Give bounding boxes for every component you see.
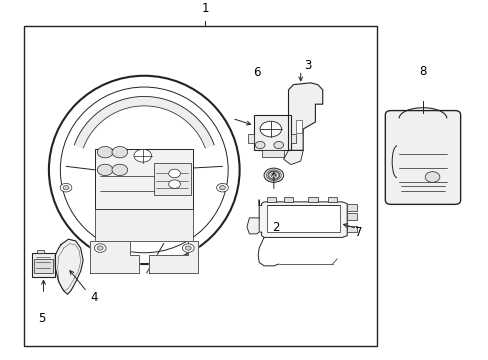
Text: 1: 1	[201, 3, 209, 15]
Circle shape	[264, 168, 283, 183]
Bar	[266, 206, 339, 232]
Circle shape	[63, 185, 69, 190]
Circle shape	[267, 171, 279, 180]
Bar	[34, 259, 53, 273]
Polygon shape	[283, 150, 303, 165]
Bar	[95, 149, 193, 209]
Bar	[24, 26, 376, 346]
Text: 7: 7	[354, 226, 361, 239]
Circle shape	[112, 164, 127, 176]
Text: 5: 5	[38, 312, 45, 325]
FancyBboxPatch shape	[32, 253, 55, 276]
Bar	[346, 226, 356, 232]
Circle shape	[425, 172, 439, 183]
Circle shape	[112, 147, 127, 158]
Circle shape	[97, 164, 113, 176]
Ellipse shape	[49, 76, 239, 264]
Polygon shape	[90, 241, 139, 273]
Bar	[295, 120, 301, 132]
Circle shape	[255, 141, 264, 149]
Circle shape	[216, 183, 228, 192]
Text: 4: 4	[90, 291, 98, 304]
Bar	[283, 197, 293, 202]
Bar	[346, 204, 356, 211]
Bar	[327, 197, 337, 202]
Circle shape	[94, 244, 106, 252]
Polygon shape	[288, 83, 322, 150]
Bar	[290, 134, 295, 143]
Circle shape	[60, 183, 72, 192]
Polygon shape	[149, 241, 198, 273]
Circle shape	[168, 169, 180, 178]
FancyBboxPatch shape	[385, 111, 460, 204]
Ellipse shape	[60, 87, 228, 253]
Polygon shape	[74, 96, 214, 148]
Circle shape	[97, 246, 103, 250]
Circle shape	[182, 244, 194, 252]
Text: 8: 8	[418, 64, 426, 77]
Polygon shape	[246, 218, 259, 234]
Bar	[266, 197, 276, 202]
Bar	[261, 150, 283, 157]
Bar	[154, 163, 190, 195]
Circle shape	[97, 147, 113, 158]
Bar	[346, 213, 356, 220]
Circle shape	[168, 180, 180, 188]
Circle shape	[273, 141, 283, 149]
Bar	[95, 209, 193, 241]
Circle shape	[134, 149, 151, 162]
Circle shape	[185, 246, 191, 250]
Polygon shape	[259, 200, 346, 237]
Text: 2: 2	[272, 221, 280, 234]
Polygon shape	[55, 239, 83, 294]
Text: 6: 6	[252, 66, 260, 79]
Bar	[254, 115, 290, 150]
Bar	[307, 197, 317, 202]
Bar	[248, 134, 254, 143]
Bar	[37, 250, 44, 253]
Circle shape	[219, 185, 225, 190]
Circle shape	[260, 121, 281, 137]
Text: 3: 3	[304, 59, 311, 72]
